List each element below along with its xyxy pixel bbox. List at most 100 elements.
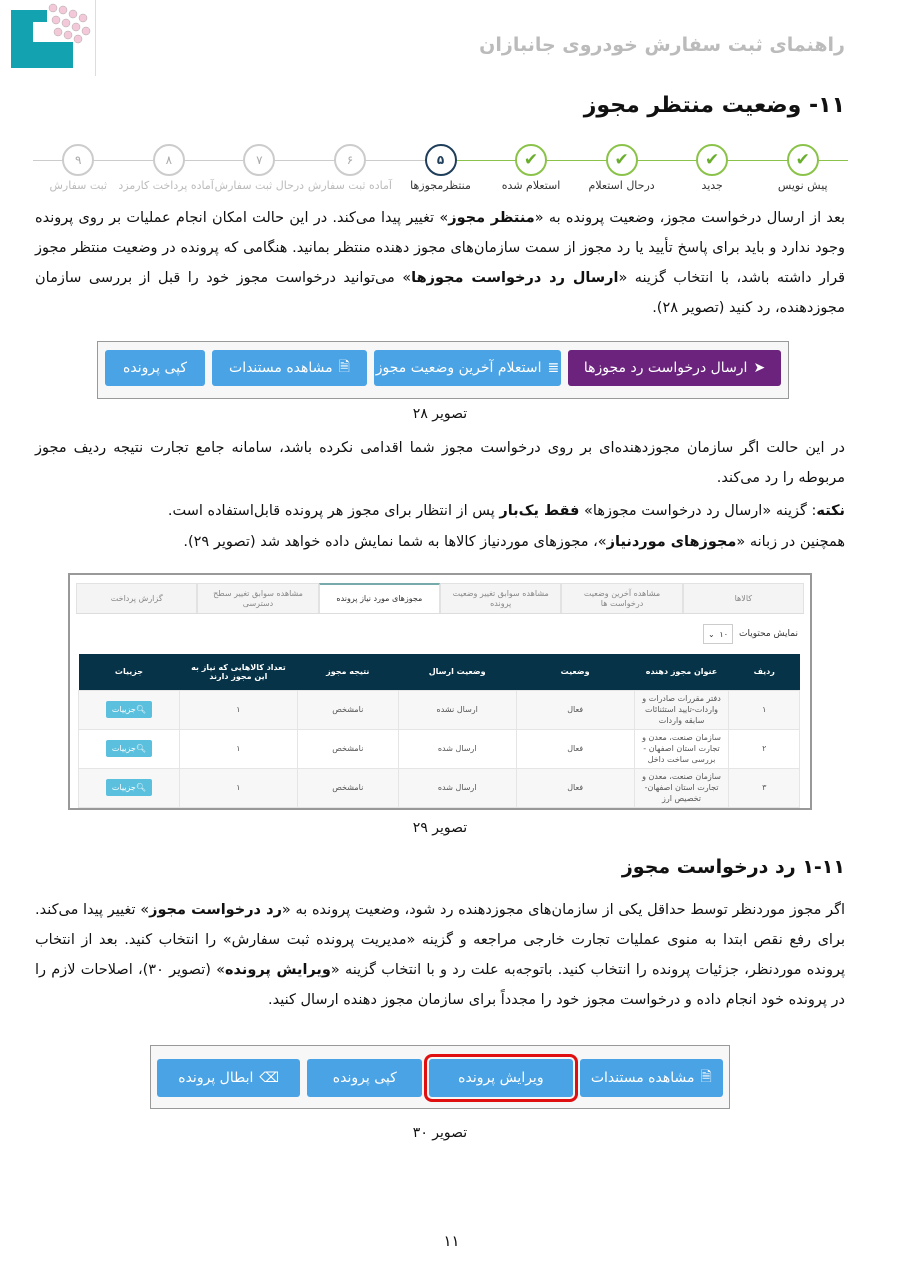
column-header: تعداد کالاهایی که نیاز به این مجوز دارند <box>179 654 298 690</box>
step-label: آماده پرداخت کارمزد <box>118 179 214 192</box>
step-connector <box>621 160 713 161</box>
step-connector <box>33 160 79 161</box>
step-connector <box>168 160 260 161</box>
eraser-icon: ⌫ <box>259 1070 280 1086</box>
button-3[interactable]: ≣ استعلام آخرین وضعیت مجوز <box>373 350 562 386</box>
tab-5[interactable]: مشاهده سوابق تغییر سطح دسترسی <box>197 583 319 613</box>
database-icon: ≣ <box>547 360 560 376</box>
step-4: ✔ استعلام شده <box>486 140 576 192</box>
subsection-title: ۱-۱۱ رد درخواست مجوز <box>621 856 845 878</box>
text-run: در این حالت اگر سازمان مجوزدهنده‌ای بر ر… <box>35 440 845 486</box>
button-label: ارسال درخواست رد مجوزها <box>583 360 748 376</box>
tab-3[interactable]: مشاهده سوابق تغییر وضعیت پرونده <box>440 583 562 613</box>
column-header: وضعیت ارسال <box>398 654 517 690</box>
figure-30-toolbar: ⌫ ابطال پرونده کپی پرونده ویرایش پرونده 🗎 مشا… <box>150 1045 730 1109</box>
column-header: نتیجه مجوز <box>297 654 399 690</box>
details-button[interactable]: 🔍︎جزییات <box>105 701 153 718</box>
tab-2[interactable]: مشاهده آخرین وضعیت درخواست ها <box>561 583 683 613</box>
button-label: کپی پرونده <box>332 1070 397 1086</box>
page-size-value: ۱۰ <box>719 629 728 639</box>
button-label: استعلام آخرین وضعیت مجوز <box>375 360 542 376</box>
page-size-control: نمایش محتویات ۱۰ ⌄ <box>82 624 798 644</box>
step-connector <box>802 160 848 161</box>
step-8: ۸ آماده پرداخت کارمزد <box>118 140 214 192</box>
figure-29-caption: تصویر ۲۹ <box>412 820 468 836</box>
details-label: جزییات <box>111 705 136 714</box>
details-label: جزییات <box>111 744 136 753</box>
table-cell: نامشخص <box>296 728 399 769</box>
bold-text: رد درخواست مجوز <box>149 902 282 918</box>
text-run: » تغییر پیدا می‌کند. در این حالت امکان ا… <box>35 210 846 286</box>
edit-file-button[interactable]: ویرایش پرونده <box>424 1054 578 1102</box>
file-icon: 🗎 <box>700 1069 712 1085</box>
step-connector <box>440 160 532 161</box>
button-2[interactable]: کپی پرونده <box>307 1059 423 1097</box>
tab-1[interactable]: کالاها <box>682 583 804 613</box>
bold-text: ارسال رد درخواست مجوزها <box>411 270 619 286</box>
table-cell: فعال <box>515 728 635 769</box>
file-icon: 🗎 <box>338 359 350 375</box>
bold-text: منتظر مجوز <box>448 210 535 226</box>
button-1[interactable]: کپی پرونده <box>105 350 206 386</box>
button-label: مشاهده مستندات <box>229 360 333 376</box>
table-cell: ۱ <box>178 689 298 730</box>
page-number: ۱۱ <box>443 1232 460 1250</box>
check-icon: ✔ <box>696 144 729 176</box>
tab-4[interactable]: مجوزهای مورد نیاز پرونده <box>318 583 441 613</box>
step-7: ۷ درحال ثبت سفارش <box>214 140 304 192</box>
table-cell: نامشخص <box>296 767 399 808</box>
step-label: درحال استعلام <box>588 179 655 192</box>
step-label: آماده ثبت سفارش <box>307 179 392 192</box>
status-stepper: ✔ پیش نویس ✔ جدید ✔ درحال استعلام ✔ استعلام شده… <box>33 140 848 198</box>
step-label: استعلام شده <box>501 179 561 192</box>
text-run: »، مجوزهای موردنیاز کالاها به شما نمایش … <box>183 534 607 550</box>
table-cell: فعال <box>515 689 635 730</box>
step-label: منتظرمجوزها <box>410 179 471 192</box>
button-4[interactable]: 🗎 مشاهده مستندات <box>579 1059 723 1097</box>
bold-text: فقط یک‌بار <box>499 503 580 519</box>
text-run: بعد از ارسال درخواست مجوز، وضعیت پرونده … <box>534 210 845 226</box>
step-number: ۵ <box>424 144 457 176</box>
table-cell: فعال <box>515 767 635 808</box>
text-run: » (تصویر ۳۰)، اصلاحات لازم را در پرونده … <box>35 962 845 1008</box>
step-number: ۷ <box>243 144 276 176</box>
chevron-down-icon: ⌄ <box>707 629 715 639</box>
figure-28-toolbar: کپی پرونده 🗎 مشاهده مستندات ≣ استعلام آخرین … <box>97 341 789 399</box>
page-size-label: نمایش محتویات <box>738 629 798 639</box>
step-2: ✔ جدید <box>667 140 757 192</box>
table-cell: نامشخص <box>296 689 399 730</box>
step-9: ۹ ثبت سفارش <box>33 140 123 192</box>
step-label: جدید <box>701 179 723 192</box>
step-label: پیش نویس <box>777 179 828 192</box>
column-header: ردیف <box>728 654 800 690</box>
text-run: » می‌توانید درخواست مجوز خود را قبل از ب… <box>35 270 845 316</box>
button-2[interactable]: 🗎 مشاهده مستندات <box>212 350 367 386</box>
check-icon: ✔ <box>515 144 548 176</box>
tab-6[interactable]: گزارش پرداخت <box>76 583 198 613</box>
table-cell: سازمان صنعت، معدن و تجارت استان اصفهان -… <box>633 728 730 769</box>
tab-bar: کالاها مشاهده آخرین وضعیت درخواست ها مشاهد… <box>76 583 804 614</box>
column-header: جزییات <box>78 654 180 690</box>
button-label: ویرایش پرونده <box>458 1070 544 1086</box>
table-cell: ۱ <box>728 689 800 730</box>
button-4[interactable]: ➤ ارسال درخواست رد مجوزها <box>568 350 781 386</box>
step-connector <box>259 160 350 161</box>
table-cell: سازمان صنعت، معدن و تجارت استان اصفهان- … <box>633 767 730 808</box>
text-run: : گزینه «ارسال رد درخواست مجوزها» <box>579 503 817 519</box>
page-size-select[interactable]: ۱۰ ⌄ <box>702 624 733 644</box>
step-6: ۶ آماده ثبت سفارش <box>305 140 395 192</box>
search-icon: 🔍︎ <box>135 744 147 753</box>
figure-30-caption: تصویر ۳۰ <box>412 1125 468 1141</box>
check-icon: ✔ <box>605 144 638 176</box>
column-header: عنوان مجوز دهنده <box>634 654 729 690</box>
bold-text: ویرایش پرونده <box>224 962 331 978</box>
table-row: ۲ سازمان صنعت، معدن و تجارت استان اصفهان … <box>78 728 800 769</box>
step-label: ثبت سفارش <box>49 179 108 192</box>
button-1[interactable]: ⌫ ابطال پرونده <box>157 1059 301 1097</box>
button-label: ابطال پرونده <box>178 1070 254 1086</box>
table-cell: ارسال نشده <box>397 689 517 730</box>
paragraph-2: در این حالت اگر سازمان مجوزدهنده‌ای بر ر… <box>35 433 845 493</box>
step-label: درحال ثبت سفارش <box>214 179 305 192</box>
details-button[interactable]: 🔍︎جزییات <box>105 779 153 796</box>
details-button[interactable]: 🔍︎جزییات <box>105 740 153 757</box>
